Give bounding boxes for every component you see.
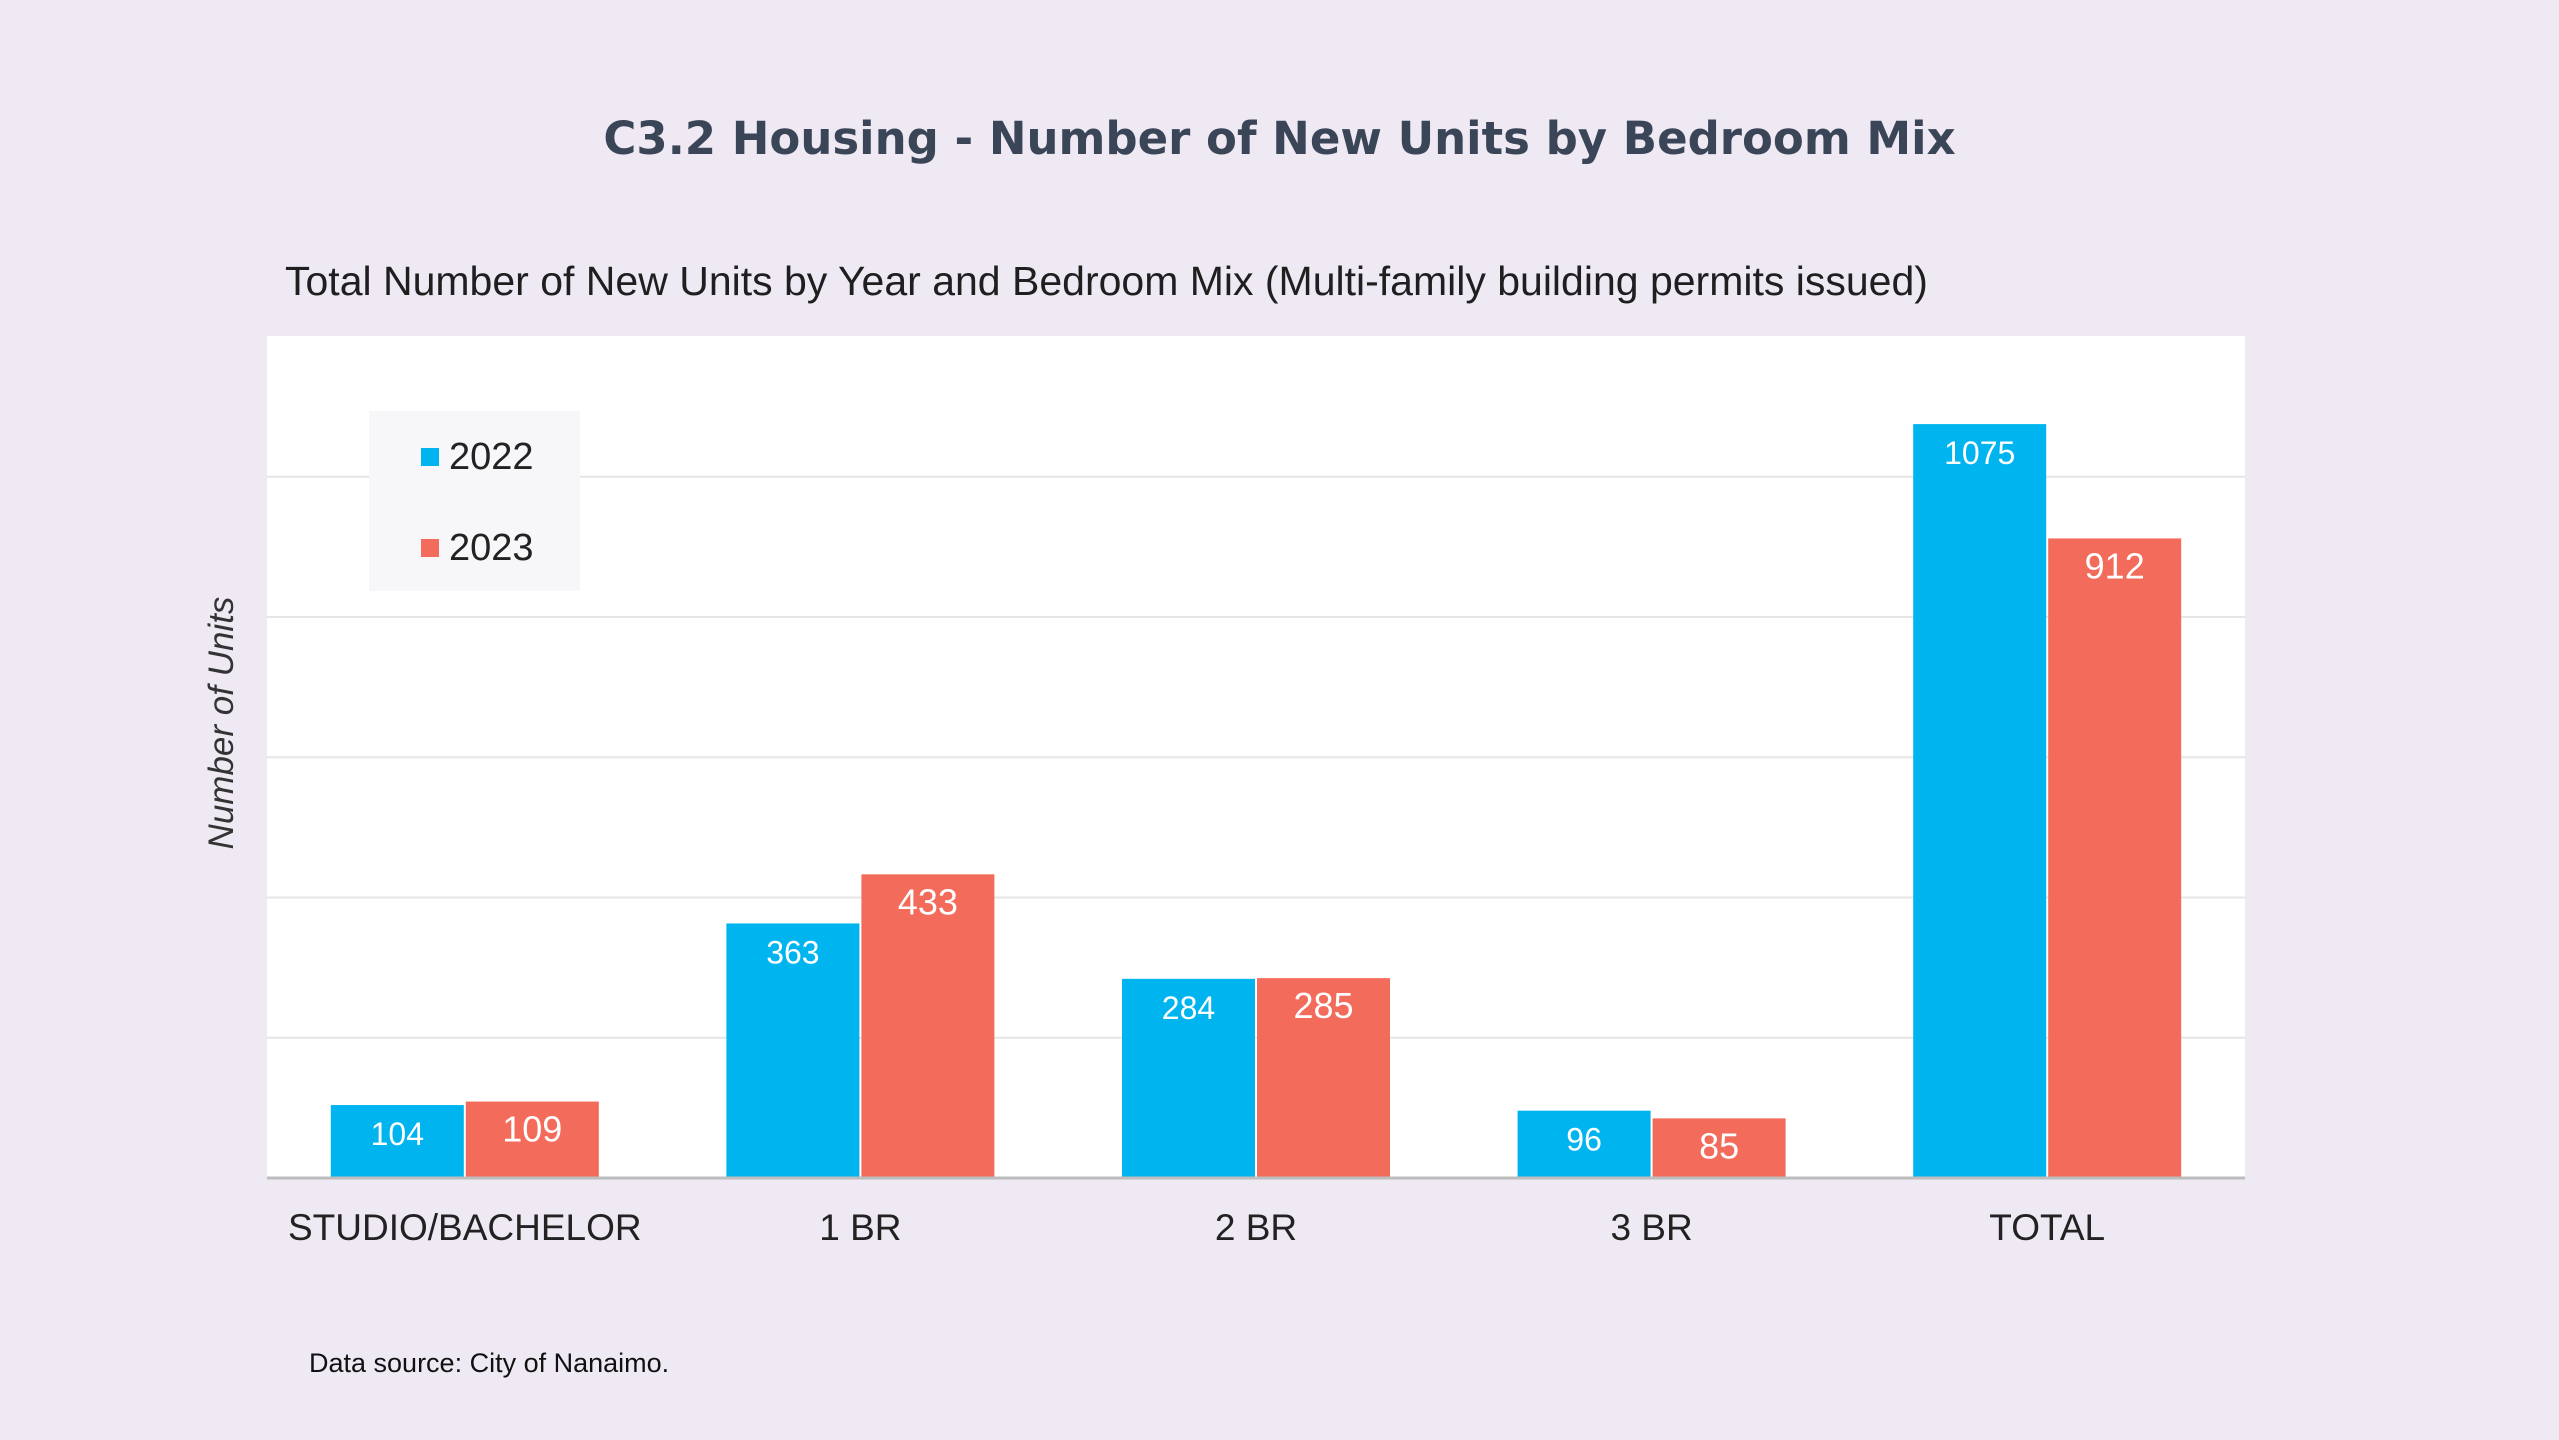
bar-2023-0	[465, 1101, 599, 1178]
bar-2023-1	[861, 874, 995, 1178]
x-tick-label-4: TOTAL	[1989, 1207, 2105, 1248]
data-label-2022-1: 363	[766, 934, 819, 970]
data-label-2023-3: 85	[1699, 1125, 1739, 1166]
data-label-2023-0: 109	[502, 1109, 562, 1150]
legend: 2022 2023	[369, 411, 580, 591]
bar-2022-3	[1517, 1110, 1651, 1178]
bar-2022-4	[1913, 424, 2047, 1178]
x-tick-label-1: 1 BR	[819, 1207, 901, 1248]
legend-item-2023: 2023	[421, 524, 534, 572]
data-source-note: Data source: City of Nanaimo.	[309, 1348, 670, 1378]
bar-2023-3	[1652, 1118, 1786, 1178]
legend-label-2023: 2023	[449, 526, 534, 569]
legend-swatch-2022	[421, 448, 439, 466]
data-label-2023-2: 285	[1293, 985, 1353, 1026]
x-tick-label-2: 2 BR	[1215, 1207, 1297, 1248]
data-label-2023-1: 433	[898, 881, 958, 922]
data-label-2023-4: 912	[2085, 545, 2145, 586]
data-label-2022-4: 1075	[1944, 435, 2015, 471]
x-tick-label-0: STUDIO/BACHELOR	[288, 1207, 642, 1248]
data-label-2022-0: 104	[371, 1116, 424, 1152]
data-label-2022-3: 96	[1566, 1122, 1602, 1158]
bar-2022-0	[330, 1105, 464, 1178]
x-tick-label-3: 3 BR	[1610, 1207, 1692, 1248]
bar-2022-1	[726, 923, 860, 1178]
bar-2023-2	[1257, 978, 1390, 1178]
bar-2023-4	[2048, 538, 2182, 1178]
legend-item-2022: 2022	[421, 433, 534, 481]
y-axis-label: Number of Units	[202, 596, 241, 850]
page-title: C3.2 Housing - Number of New Units by Be…	[603, 112, 1956, 165]
bar-2022-2	[1122, 978, 1255, 1178]
chart-title: Total Number of New Units by Year and Be…	[285, 258, 1928, 304]
data-label-2022-2: 284	[1162, 990, 1215, 1026]
legend-swatch-2023	[421, 539, 439, 557]
legend-label-2022: 2022	[449, 435, 534, 478]
